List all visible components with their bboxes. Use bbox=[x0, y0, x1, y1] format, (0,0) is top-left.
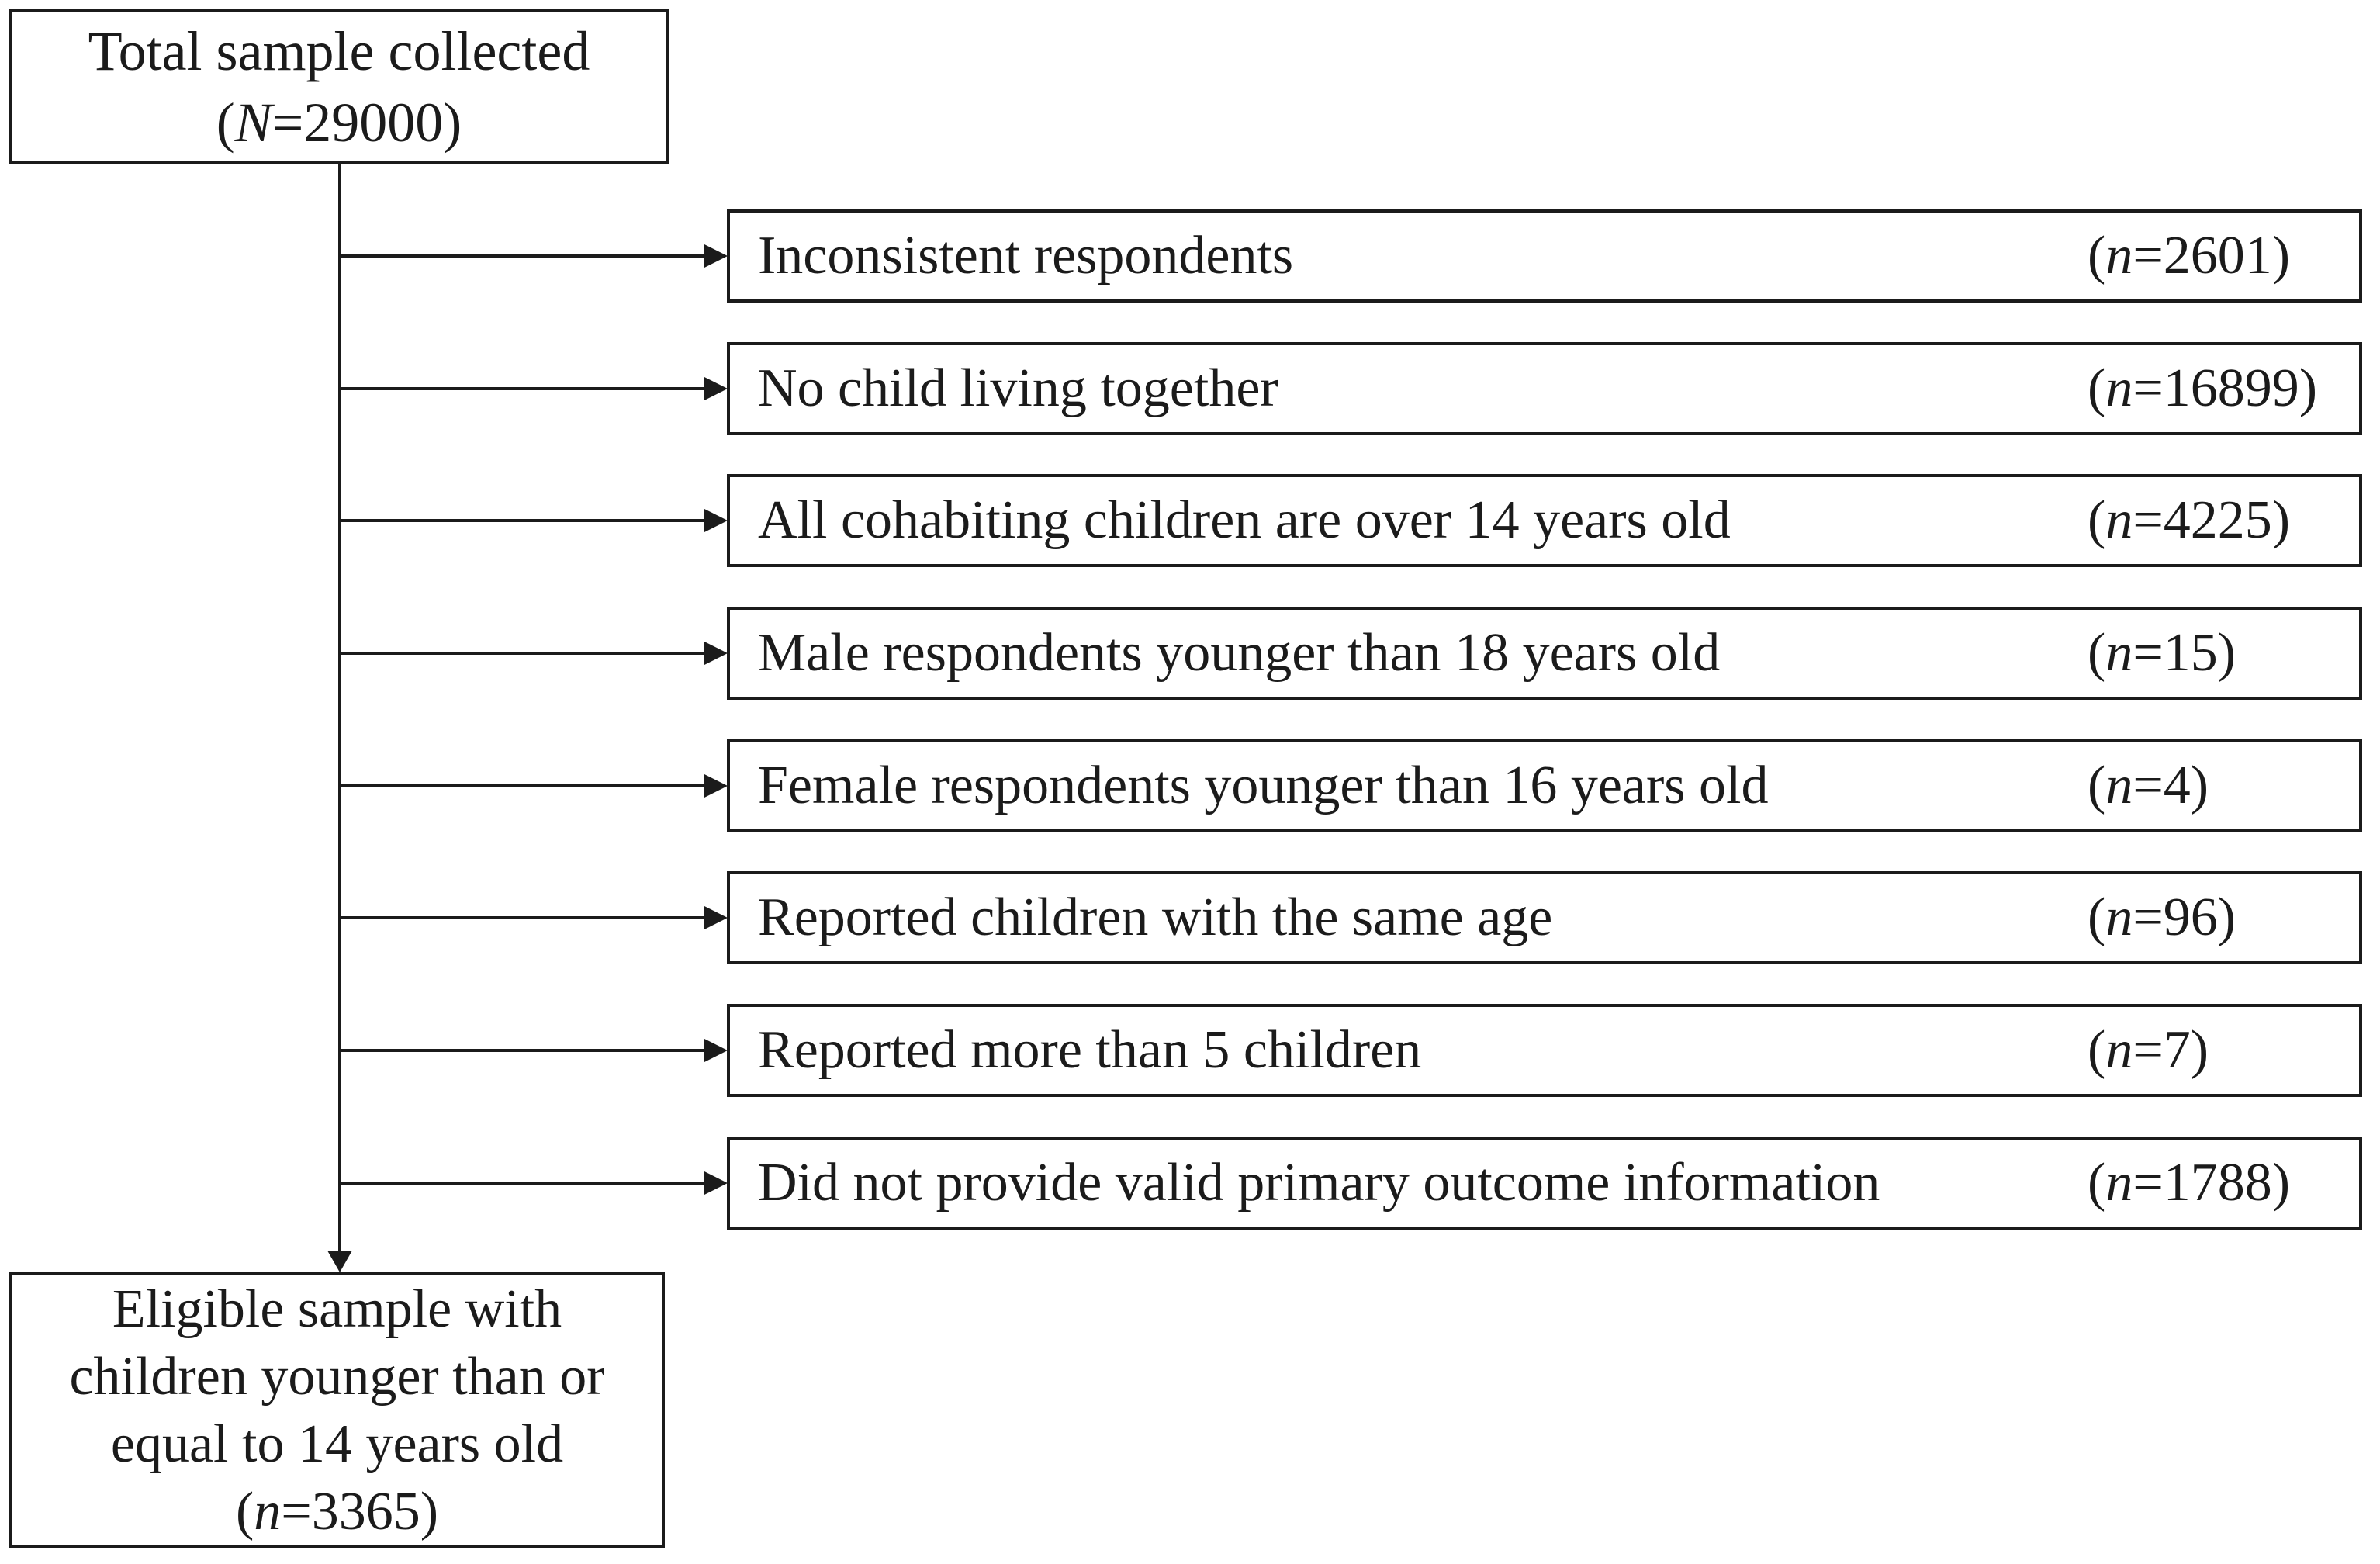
count-open: ( bbox=[2088, 1020, 2106, 1080]
exclusion-label: Female respondents younger than 16 years… bbox=[758, 756, 1769, 815]
branch-line bbox=[338, 916, 706, 919]
exclusion-count: (n=4225) bbox=[2088, 490, 2290, 552]
exclusion-label: No child living together bbox=[758, 358, 1278, 418]
count-open: ( bbox=[2088, 358, 2106, 418]
exclusion-count: (n=4) bbox=[2088, 755, 2209, 817]
total-sample-count: (N=29000) bbox=[216, 87, 462, 158]
branch-line bbox=[338, 1049, 706, 1052]
count-value: =16899) bbox=[2133, 358, 2318, 418]
exclusion-box: Female respondents younger than 16 years… bbox=[727, 739, 2362, 832]
count-variable: N bbox=[234, 92, 272, 154]
branch-line bbox=[338, 1182, 706, 1185]
count-value: =3365) bbox=[281, 1481, 439, 1542]
count-value: =96) bbox=[2133, 888, 2236, 947]
exclusion-box: Reported children with the same age (n=9… bbox=[727, 871, 2362, 964]
exclusion-box: Inconsistent respondents (n=2601) bbox=[727, 209, 2362, 303]
count-open: ( bbox=[2088, 888, 2106, 947]
count-variable: n bbox=[2105, 888, 2133, 947]
count-open: ( bbox=[2088, 490, 2106, 550]
count-value: =7) bbox=[2133, 1020, 2209, 1080]
exclusion-count: (n=7) bbox=[2088, 1019, 2209, 1081]
count-open: ( bbox=[2088, 1153, 2106, 1213]
eligible-sample-line2: children younger than or bbox=[69, 1346, 605, 1407]
total-sample-label: Total sample collected bbox=[88, 20, 590, 82]
branch-line bbox=[338, 254, 706, 258]
count-open: ( bbox=[235, 1481, 254, 1542]
exclusion-label: All cohabiting children are over 14 year… bbox=[758, 490, 1731, 550]
count-open: ( bbox=[2088, 226, 2106, 285]
eligible-sample-line3: equal to 14 years old bbox=[110, 1413, 564, 1474]
count-variable: n bbox=[2105, 623, 2133, 683]
exclusion-count: (n=16899) bbox=[2088, 358, 2317, 420]
exclusion-label: Did not provide valid primary outcome in… bbox=[758, 1153, 1880, 1213]
arrowhead-right-icon bbox=[704, 1171, 728, 1195]
eligible-sample-line1: Eligible sample with bbox=[112, 1279, 562, 1339]
branch-line bbox=[338, 652, 706, 655]
exclusion-label: Male respondents younger than 18 years o… bbox=[758, 623, 1721, 683]
count-value: =15) bbox=[2133, 623, 2236, 683]
vertical-connector-line bbox=[338, 164, 341, 1251]
arrowhead-right-icon bbox=[704, 906, 728, 929]
arrowhead-right-icon bbox=[704, 1039, 728, 1062]
exclusion-count: (n=15) bbox=[2088, 622, 2236, 684]
arrowhead-right-icon bbox=[704, 642, 728, 665]
exclusion-count: (n=1788) bbox=[2088, 1152, 2290, 1214]
arrowhead-right-icon bbox=[704, 377, 728, 400]
count-variable: n bbox=[2105, 226, 2133, 285]
exclusion-label: Reported more than 5 children bbox=[758, 1020, 1422, 1080]
exclusion-box: Reported more than 5 children (n=7) bbox=[727, 1004, 2362, 1097]
count-open: ( bbox=[2088, 756, 2106, 815]
arrowhead-right-icon bbox=[704, 774, 728, 798]
count-variable: n bbox=[2105, 358, 2133, 418]
count-open: ( bbox=[216, 92, 235, 154]
exclusion-box: All cohabiting children are over 14 year… bbox=[727, 474, 2362, 567]
count-variable: n bbox=[254, 1481, 282, 1542]
count-variable: n bbox=[2105, 756, 2133, 815]
count-variable: n bbox=[2105, 1020, 2133, 1080]
eligible-sample-box: Eligible sample with children younger th… bbox=[9, 1272, 665, 1548]
arrowhead-down-icon bbox=[327, 1251, 352, 1272]
count-value: =29000) bbox=[272, 92, 462, 154]
branch-line bbox=[338, 387, 706, 390]
count-value: =2601) bbox=[2133, 226, 2291, 285]
count-variable: n bbox=[2105, 490, 2133, 550]
arrowhead-right-icon bbox=[704, 509, 728, 532]
eligible-sample-count: (n=3365) bbox=[236, 1478, 438, 1545]
exclusion-label: Reported children with the same age bbox=[758, 888, 1553, 947]
total-sample-box: Total sample collected (N=29000) bbox=[9, 9, 669, 164]
branch-line bbox=[338, 519, 706, 522]
count-value: =4) bbox=[2133, 756, 2209, 815]
exclusion-count: (n=96) bbox=[2088, 887, 2236, 949]
exclusion-label: Inconsistent respondents bbox=[758, 226, 1294, 285]
exclusion-box: Did not provide valid primary outcome in… bbox=[727, 1137, 2362, 1230]
exclusion-box: No child living together (n=16899) bbox=[727, 342, 2362, 435]
count-open: ( bbox=[2088, 623, 2106, 683]
exclusion-count: (n=2601) bbox=[2088, 225, 2290, 287]
count-value: =1788) bbox=[2133, 1153, 2291, 1213]
exclusion-box: Male respondents younger than 18 years o… bbox=[727, 607, 2362, 700]
branch-line bbox=[338, 784, 706, 787]
arrowhead-right-icon bbox=[704, 244, 728, 268]
count-variable: n bbox=[2105, 1153, 2133, 1213]
count-value: =4225) bbox=[2133, 490, 2291, 550]
